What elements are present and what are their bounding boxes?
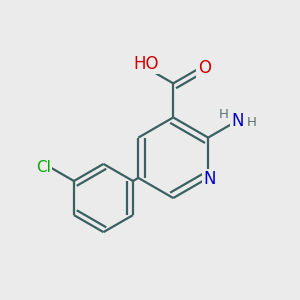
Text: H: H [219, 108, 229, 121]
Text: O: O [198, 59, 211, 77]
Text: Cl: Cl [36, 160, 51, 175]
Text: N: N [203, 170, 216, 188]
Text: HO: HO [133, 55, 159, 73]
Text: H: H [247, 116, 256, 129]
Text: N: N [231, 112, 244, 130]
